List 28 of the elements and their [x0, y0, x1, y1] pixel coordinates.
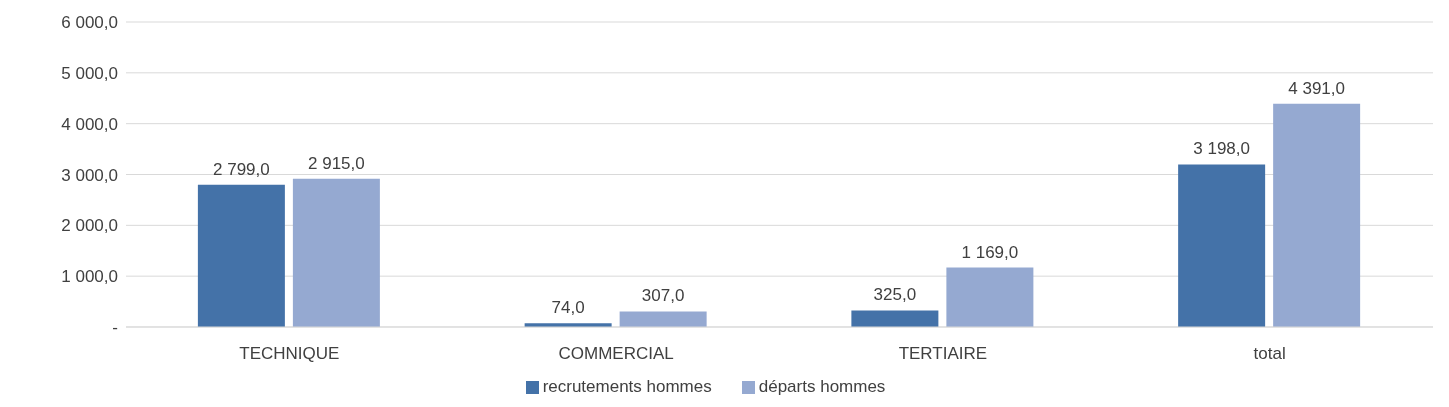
x-tick-label: TERTIAIRE	[898, 344, 988, 364]
legend-label: départs hommes	[758, 377, 886, 396]
bar	[851, 310, 939, 327]
y-tick-label: 6 000,0	[61, 13, 118, 33]
bar	[1273, 103, 1361, 327]
y-tick-label: 1 000,0	[61, 267, 118, 287]
data-label: 1 169,0	[961, 242, 1019, 262]
data-label: 4 391,0	[1288, 78, 1345, 98]
bar	[619, 311, 707, 327]
bar	[197, 184, 285, 327]
y-tick-label: -	[112, 318, 118, 338]
x-tick-label: COMMERCIAL	[558, 344, 674, 364]
data-label: 2 915,0	[308, 153, 365, 173]
data-label: 74,0	[551, 298, 585, 318]
bar	[292, 178, 380, 327]
data-label: 325,0	[873, 285, 917, 305]
bar	[946, 267, 1034, 327]
y-tick-label: 3 000,0	[61, 165, 118, 185]
y-tick-label: 2 000,0	[61, 216, 118, 236]
y-tick-label: 5 000,0	[61, 63, 118, 83]
x-tick-label: total	[1253, 344, 1286, 364]
data-label: 3 198,0	[1193, 139, 1250, 159]
legend-label: recrutements hommes	[542, 377, 712, 396]
x-tick-label: TECHNIQUE	[239, 344, 340, 364]
data-label: 307,0	[641, 286, 685, 306]
bar	[1178, 164, 1266, 327]
data-label: 2 799,0	[213, 159, 270, 179]
y-tick-label: 4 000,0	[61, 114, 118, 134]
